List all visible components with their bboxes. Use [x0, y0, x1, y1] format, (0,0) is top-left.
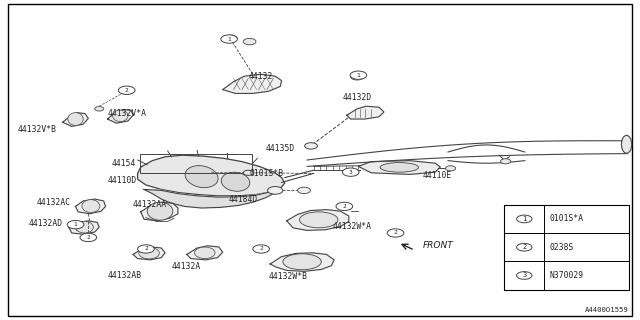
Ellipse shape	[147, 202, 173, 220]
Circle shape	[351, 74, 364, 80]
Text: 44132W*A: 44132W*A	[333, 222, 372, 231]
Text: 44135D: 44135D	[266, 144, 295, 153]
Circle shape	[253, 245, 269, 253]
Ellipse shape	[300, 212, 338, 228]
Text: N370029: N370029	[549, 271, 584, 280]
Polygon shape	[187, 246, 223, 260]
Circle shape	[243, 170, 253, 175]
Ellipse shape	[621, 135, 632, 153]
Text: 2: 2	[342, 204, 346, 209]
Polygon shape	[144, 188, 278, 208]
Polygon shape	[76, 199, 106, 214]
Text: 44132V*B: 44132V*B	[18, 125, 57, 134]
Text: 44132AA: 44132AA	[133, 200, 167, 209]
Text: FRONT: FRONT	[422, 241, 453, 250]
Polygon shape	[287, 210, 349, 230]
Text: 44110D: 44110D	[108, 176, 137, 185]
Text: 44184D: 44184D	[229, 195, 259, 204]
Polygon shape	[270, 253, 334, 271]
Ellipse shape	[380, 163, 419, 172]
Polygon shape	[69, 221, 99, 234]
Text: 44132A: 44132A	[172, 262, 201, 271]
Text: 2: 2	[125, 88, 129, 93]
Text: 3: 3	[349, 170, 353, 175]
Ellipse shape	[68, 113, 83, 125]
Polygon shape	[63, 113, 88, 126]
Text: 44132AC: 44132AC	[37, 198, 71, 207]
Circle shape	[387, 229, 404, 237]
Ellipse shape	[283, 254, 321, 270]
Circle shape	[80, 233, 97, 242]
Text: 3: 3	[522, 272, 527, 278]
Polygon shape	[141, 202, 178, 221]
Circle shape	[390, 230, 401, 236]
Text: 2: 2	[394, 230, 397, 236]
Circle shape	[350, 71, 367, 79]
Text: A4400O1559: A4400O1559	[585, 307, 628, 313]
Text: 1: 1	[74, 222, 77, 227]
Ellipse shape	[113, 110, 128, 122]
Ellipse shape	[76, 221, 93, 233]
Circle shape	[516, 243, 532, 251]
Text: 1: 1	[227, 36, 231, 42]
Polygon shape	[133, 247, 165, 260]
Text: 2: 2	[144, 246, 148, 252]
Circle shape	[516, 272, 532, 279]
Circle shape	[138, 245, 154, 253]
Text: 1: 1	[356, 73, 360, 78]
Circle shape	[305, 143, 317, 149]
Text: 2: 2	[259, 246, 263, 252]
Ellipse shape	[185, 166, 218, 188]
Text: 0238S: 0238S	[549, 243, 573, 252]
Polygon shape	[358, 161, 440, 174]
Polygon shape	[347, 106, 384, 119]
Text: 2: 2	[86, 235, 90, 240]
Text: 44110E: 44110E	[422, 171, 452, 180]
Circle shape	[118, 86, 135, 94]
Text: 44132W*B: 44132W*B	[269, 272, 308, 281]
Circle shape	[268, 187, 283, 194]
Ellipse shape	[139, 247, 159, 259]
Text: 1: 1	[522, 216, 527, 222]
Polygon shape	[108, 109, 133, 123]
Circle shape	[256, 246, 266, 252]
Circle shape	[336, 202, 353, 211]
Circle shape	[339, 204, 349, 209]
Circle shape	[221, 35, 237, 43]
Text: 2: 2	[522, 244, 527, 250]
Circle shape	[342, 168, 359, 176]
Circle shape	[500, 159, 511, 164]
Circle shape	[224, 35, 237, 42]
Ellipse shape	[195, 247, 215, 259]
Bar	[504, 205, 629, 290]
Ellipse shape	[221, 172, 250, 191]
Polygon shape	[223, 74, 282, 93]
Text: 0101S*A: 0101S*A	[549, 214, 584, 223]
Text: 44132V*A: 44132V*A	[108, 109, 147, 118]
Text: 44132AB: 44132AB	[108, 271, 141, 280]
Circle shape	[143, 246, 154, 252]
Circle shape	[67, 220, 84, 229]
Circle shape	[83, 236, 93, 241]
Circle shape	[445, 166, 456, 171]
Circle shape	[70, 222, 81, 227]
Circle shape	[298, 187, 310, 194]
Text: 44132D: 44132D	[342, 93, 372, 102]
Text: 0101S*B: 0101S*B	[250, 169, 284, 178]
Circle shape	[516, 215, 532, 223]
Circle shape	[243, 38, 256, 45]
Bar	[140, 154, 252, 173]
Text: 44132: 44132	[248, 72, 273, 81]
Polygon shape	[138, 155, 285, 196]
Ellipse shape	[82, 200, 100, 212]
Text: 44132AD: 44132AD	[28, 219, 62, 228]
Circle shape	[120, 88, 133, 94]
Text: 44154: 44154	[112, 159, 136, 168]
Circle shape	[95, 107, 104, 111]
